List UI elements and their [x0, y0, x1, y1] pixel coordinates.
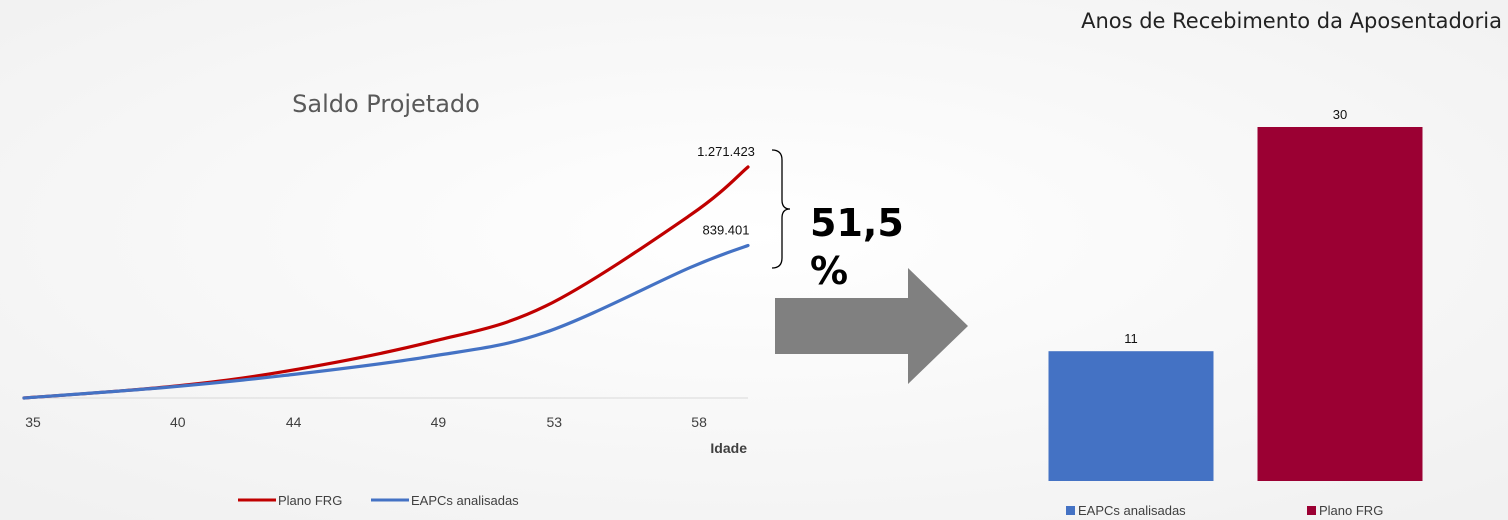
end-value-label: 839.401: [703, 222, 750, 237]
x-tick-labels: 35 40 44 49 53 58: [25, 414, 707, 430]
line-chart-title: Saldo Projetado: [292, 90, 480, 118]
bars: 11 30: [1048, 107, 1423, 481]
difference-annotation: 51,5 %: [771, 149, 904, 293]
end-labels: 1.271.423 839.401: [697, 144, 755, 237]
x-axis-label: Idade: [710, 440, 747, 456]
x-tick-label: 44: [286, 414, 302, 430]
curly-brace: [771, 149, 791, 269]
arrow-shape: [775, 268, 968, 384]
legend-label-plano-frg: Plano FRG: [278, 493, 342, 508]
series-lines: [22, 165, 750, 400]
bar: [1257, 127, 1423, 481]
legend-swatch-eapcs-bar: [1066, 506, 1075, 515]
x-tick-label: 40: [170, 414, 186, 430]
bar-chart-title: Anos de Recebimento da Aposentadoria: [1081, 9, 1502, 33]
bar-legend: EAPCs analisadas Plano FRG: [1066, 503, 1383, 518]
end-value-label: 1.271.423: [697, 144, 755, 159]
bar: [1048, 351, 1214, 481]
bar-chart: Anos de Recebimento da Aposentadoria 11 3…: [1048, 9, 1502, 518]
percentage-value: 51,5: [810, 201, 904, 245]
legend-swatch-plano-frg-bar: [1307, 506, 1316, 515]
bar-value-label: 11: [1124, 331, 1138, 346]
bar-value-label: 30: [1333, 107, 1347, 122]
percentage-sign: %: [810, 249, 848, 293]
legend-label-eapcs-bar: EAPCs analisadas: [1078, 503, 1186, 518]
line-chart: Saldo Projetado 35 40 44 49 53 58 Idade 1.271…: [22, 90, 755, 508]
legend-label-eapcs: EAPCs analisadas: [411, 493, 519, 508]
legend-label-plano-frg-bar: Plano FRG: [1319, 503, 1383, 518]
series-line: [22, 243, 750, 400]
x-tick-label: 53: [546, 414, 562, 430]
x-tick-label: 49: [431, 414, 447, 430]
x-tick-label: 35: [25, 414, 41, 430]
x-tick-label: 58: [691, 414, 707, 430]
line-legend: Plano FRG EAPCs analisadas: [238, 493, 519, 508]
